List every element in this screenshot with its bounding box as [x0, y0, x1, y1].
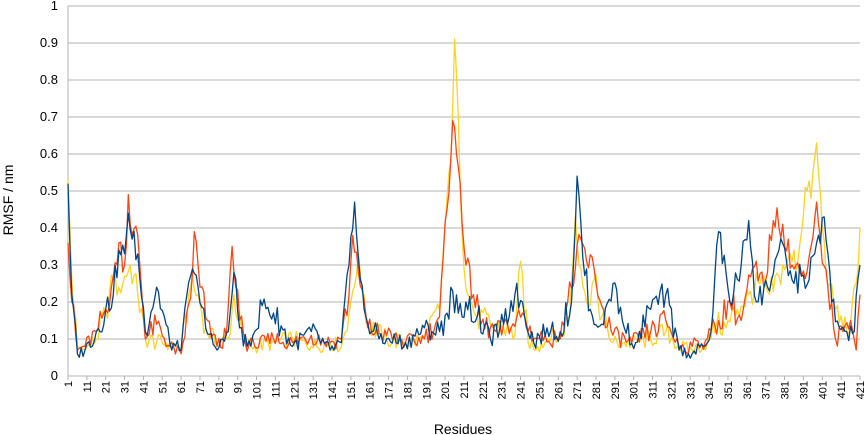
x-tick-label: 161 [365, 381, 377, 399]
x-tick-label: 211 [459, 381, 471, 399]
y-tick-label: 0.9 [40, 35, 58, 50]
y-axis-title: RMSF / nm [0, 165, 16, 236]
x-tick-label: 241 [516, 381, 528, 399]
x-axis-title: Residues [434, 421, 492, 435]
y-tick-label: 0.1 [40, 331, 58, 346]
x-tick-label: 331 [685, 381, 697, 399]
x-tick-labels: 1 11 21 31 41 51 61 71 81 91 101 111 121 131 141 151 161… [63, 381, 867, 399]
x-tick-label: 401 [817, 381, 829, 399]
x-tick-label: 321 [666, 381, 678, 399]
x-tick-label: 281 [591, 381, 603, 399]
x-tick-label: 1 [63, 381, 75, 387]
x-tick-label: 221 [478, 381, 490, 399]
x-tick-label: 131 [308, 381, 320, 399]
x-tick-label: 421 [855, 381, 867, 399]
series-line-1 [67, 38, 861, 355]
x-tick-label: 101 [252, 381, 264, 399]
series-line-2 [67, 120, 861, 355]
x-tick-label: 361 [742, 381, 754, 399]
x-tick-label: 171 [384, 381, 396, 399]
x-tick-label: 51 [157, 381, 169, 393]
x-tick-label: 251 [534, 381, 546, 399]
gridlines [67, 5, 861, 380]
y-tick-label: 0.6 [40, 146, 58, 161]
x-tick-label: 61 [176, 381, 188, 393]
x-tick-label: 91 [233, 381, 245, 393]
x-tick-label: 301 [629, 381, 641, 399]
x-tick-label: 271 [572, 381, 584, 399]
x-tick-label: 81 [214, 381, 226, 393]
x-tick-label: 151 [346, 381, 358, 399]
x-tick-label: 121 [289, 381, 301, 399]
x-tick-label: 141 [327, 381, 339, 399]
x-tick-label: 351 [723, 381, 735, 399]
y-tick-label: 0 [51, 368, 58, 383]
x-tick-label: 341 [704, 381, 716, 399]
x-tick-label: 191 [421, 381, 433, 399]
x-tick-label: 201 [440, 381, 452, 399]
x-tick-label: 291 [610, 381, 622, 399]
x-tick-label: 311 [648, 381, 660, 399]
x-tick-label: 31 [120, 381, 132, 393]
y-tick-label: 0.4 [40, 220, 58, 235]
x-tick-label: 11 [82, 381, 94, 392]
y-tick-label: 1 [51, 0, 58, 13]
y-tick-label: 0.7 [40, 109, 58, 124]
x-tick-label: 111 [270, 381, 282, 398]
x-tick-label: 381 [780, 381, 792, 399]
x-tick-label: 391 [798, 381, 810, 399]
y-tick-label: 0.5 [40, 183, 58, 198]
series-lines [67, 38, 861, 359]
x-tick-label: 71 [195, 381, 207, 393]
series-line-3 [67, 175, 861, 359]
y-tick-labels: 0 0.1 0.2 0.3 0.4 0.5 0.6 0.7 0.8 0.9 1 [40, 0, 58, 383]
x-tick-label: 261 [553, 381, 565, 399]
x-tick-label: 411 [836, 381, 848, 399]
x-tick-label: 231 [497, 381, 509, 399]
x-tick-label: 21 [101, 381, 113, 393]
y-tick-label: 0.2 [40, 294, 58, 309]
x-tick-label: 41 [138, 381, 150, 393]
x-tick-label: 181 [402, 381, 414, 399]
y-tick-label: 0.8 [40, 72, 58, 87]
x-tick-label: 371 [761, 381, 773, 399]
y-tick-label: 0.3 [40, 257, 58, 272]
